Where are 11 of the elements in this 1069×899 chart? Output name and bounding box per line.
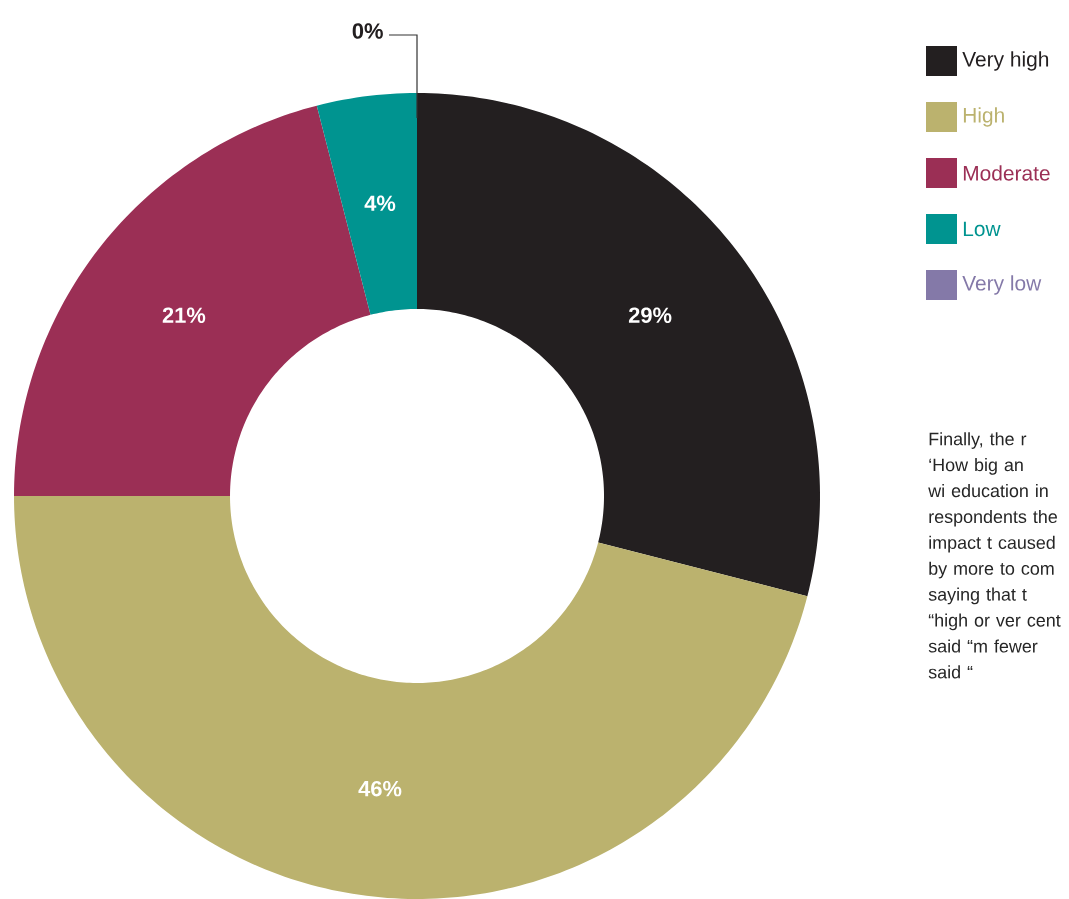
text: Finally, the r ‘How big an wi education in respondents the impact t caused by more to com saying that t “high or ver cent said “m fewer said “ bbox=[928, 432, 1061, 679]
text: 0% bbox=[352, 23, 383, 39]
legend-label: Very low bbox=[962, 275, 1042, 295]
legend-label: Moderate bbox=[963, 165, 1050, 181]
legend-label: Low bbox=[963, 221, 1001, 237]
data-label: 4% bbox=[364, 195, 396, 212]
data-label: 46% bbox=[358, 780, 402, 797]
legend-label: High bbox=[963, 107, 1004, 127]
data-label: 21% bbox=[162, 307, 206, 323]
legend-label: Very high bbox=[962, 51, 1049, 71]
data-label: 29% bbox=[628, 307, 672, 323]
